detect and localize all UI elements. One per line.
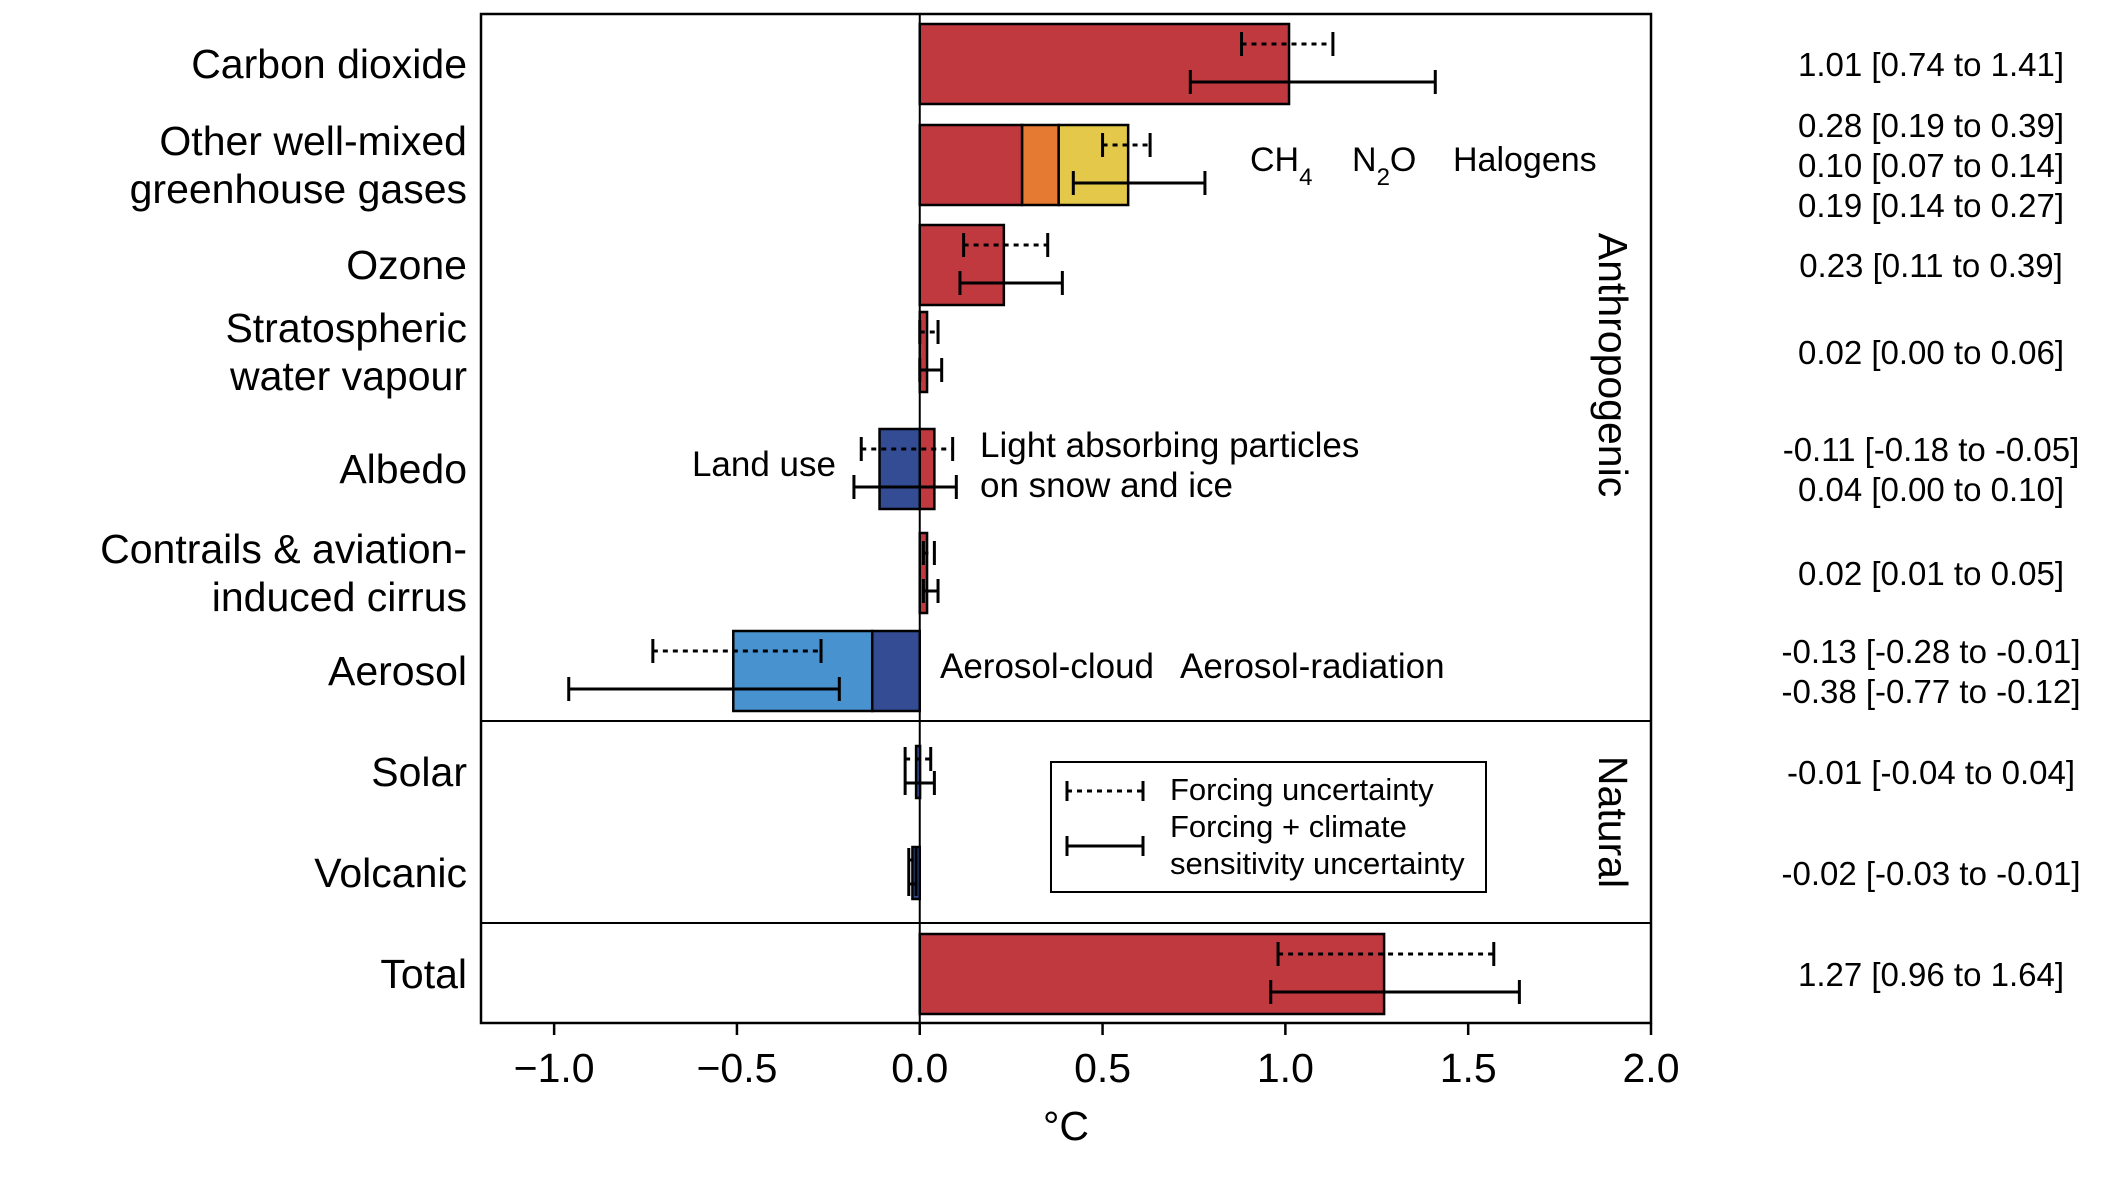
category-label-6-0: Aerosol bbox=[328, 648, 467, 694]
value-text-6-1: -0.38 [-0.77 to -0.12] bbox=[1781, 673, 2080, 710]
label-aerosol-cloud: Aerosol-cloud bbox=[940, 647, 1154, 686]
chart-marks: Carbon dioxide Other well-mixedgreenhouse… bbox=[100, 12, 2081, 1149]
x-tick-label-2: 0.0 bbox=[891, 1045, 948, 1091]
value-text-7-0: -0.01 [-0.04 to 0.04] bbox=[1787, 754, 2075, 791]
label-ch4: CH4 bbox=[1250, 141, 1312, 191]
legend-label-total-0: Forcing + climate bbox=[1170, 809, 1407, 844]
category-label-2-0: Ozone bbox=[346, 242, 467, 288]
label-n2o: N2O bbox=[1352, 141, 1416, 191]
x-tick-label-6: 2.0 bbox=[1623, 1045, 1680, 1091]
category-label-3-1: water vapour bbox=[229, 353, 467, 399]
value-text-8-0: -0.02 [-0.03 to -0.01] bbox=[1781, 855, 2080, 892]
x-tick-label-5: 1.5 bbox=[1440, 1045, 1497, 1091]
value-text-1-0: 0.28 [0.19 to 0.39] bbox=[1798, 107, 2064, 144]
x-tick-label-4: 1.0 bbox=[1257, 1045, 1314, 1091]
bar-segment-6-0 bbox=[870, 629, 921, 713]
bar-segment-5-0 bbox=[918, 531, 929, 615]
bar-segment-6-1 bbox=[732, 629, 874, 713]
category-label-5-1: induced cirrus bbox=[212, 574, 467, 620]
x-tick-label-3: 0.5 bbox=[1074, 1045, 1131, 1091]
category-label-4-0: Albedo bbox=[339, 446, 467, 492]
label-light-absorbing-0: Light absorbing particles bbox=[980, 426, 1359, 465]
category-label-9-0: Total bbox=[380, 951, 467, 997]
bar-segment-7-0 bbox=[914, 744, 922, 800]
legend-label-total-1: sensitivity uncertainty bbox=[1170, 846, 1465, 881]
value-text-4-0: -0.11 [-0.18 to -0.05] bbox=[1783, 431, 2080, 468]
group-label-natural: Natural bbox=[1590, 756, 1636, 888]
value-text-1-1: 0.10 [0.07 to 0.14] bbox=[1798, 147, 2064, 184]
label-aerosol-radiation: Aerosol-radiation bbox=[1180, 647, 1445, 686]
bar-segment-4-0 bbox=[878, 427, 921, 511]
value-text-9-0: 1.27 [0.96 to 1.64] bbox=[1798, 956, 2064, 993]
bar-segment-1-2 bbox=[1057, 123, 1130, 207]
plot-frame bbox=[479, 12, 1653, 1025]
x-tick-label-0: −1.0 bbox=[514, 1045, 595, 1091]
x-tick-label-1: −0.5 bbox=[696, 1045, 777, 1091]
bar-segment-2-0 bbox=[918, 223, 1006, 307]
value-text-1-2: 0.19 [0.14 to 0.27] bbox=[1798, 187, 2064, 224]
category-label-0-0: Carbon dioxide bbox=[191, 41, 467, 87]
bar-segment-4-1 bbox=[918, 427, 936, 511]
value-text-0-0: 1.01 [0.74 to 1.41] bbox=[1798, 46, 2064, 83]
legend-box bbox=[1050, 761, 1487, 893]
label-light-absorbing-1: on snow and ice bbox=[980, 466, 1233, 505]
value-text-3-0: 0.02 [0.00 to 0.06] bbox=[1798, 334, 2064, 371]
category-label-5-0: Contrails & aviation- bbox=[100, 526, 467, 572]
bar-segment-3-0 bbox=[918, 310, 929, 394]
value-text-4-1: 0.04 [0.00 to 0.10] bbox=[1798, 471, 2064, 508]
x-axis-label: °C bbox=[1043, 1103, 1089, 1149]
bar-segment-0-0 bbox=[918, 22, 1291, 106]
label-land-use: Land use bbox=[692, 445, 836, 484]
bar-segment-1-0 bbox=[918, 123, 1024, 207]
category-label-1-1: greenhouse gases bbox=[130, 166, 467, 212]
category-label-1-0: Other well-mixed bbox=[159, 118, 467, 164]
value-text-5-0: 0.02 [0.01 to 0.05] bbox=[1798, 555, 2064, 592]
group-label-anthropogenic: Anthropogenic bbox=[1590, 233, 1636, 497]
category-label-8-0: Volcanic bbox=[314, 850, 467, 896]
value-text-6-0: -0.13 [-0.28 to -0.01] bbox=[1781, 633, 2080, 670]
category-label-3-0: Stratospheric bbox=[225, 305, 467, 351]
bar-segment-9-0 bbox=[918, 932, 1386, 1016]
legend-label-forcing: Forcing uncertainty bbox=[1170, 772, 1434, 807]
label-halogens: Halogens bbox=[1453, 141, 1597, 179]
value-text-2-0: 0.23 [0.11 to 0.39] bbox=[1799, 247, 2063, 284]
bar-segment-1-1 bbox=[1020, 123, 1060, 207]
category-label-7-0: Solar bbox=[371, 749, 467, 795]
